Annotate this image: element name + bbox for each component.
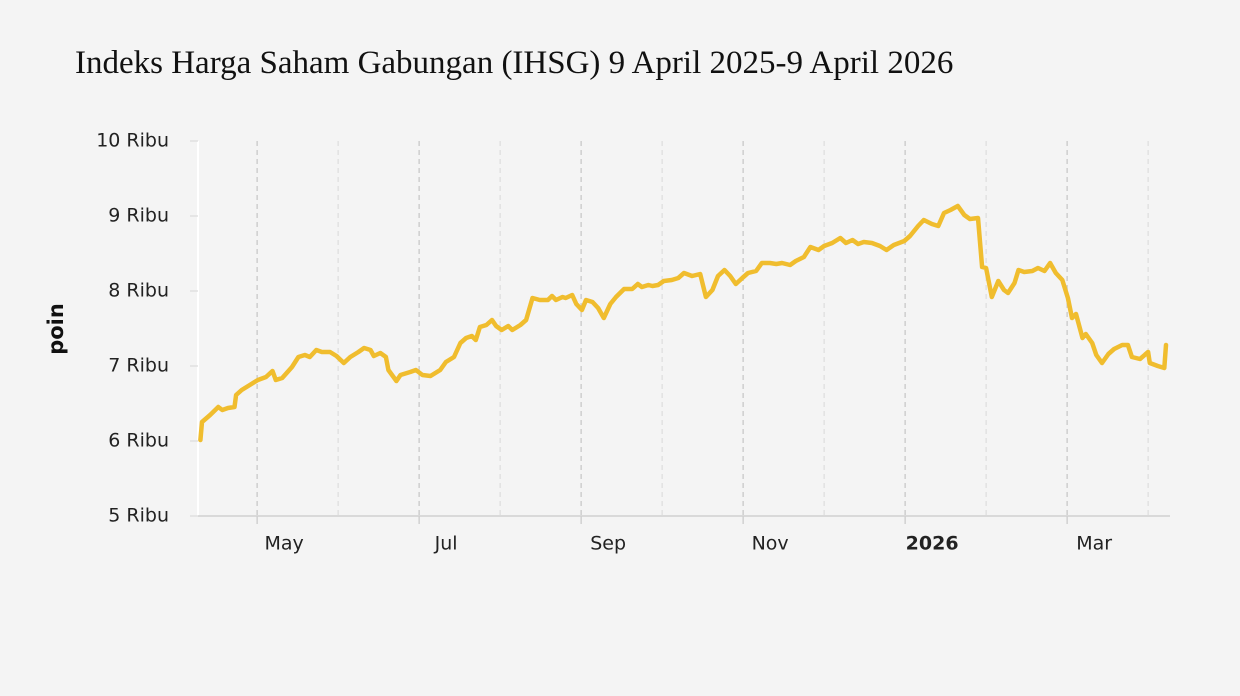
y-tick-label: 7 Ribu [108, 355, 169, 377]
y-tick-label: 5 Ribu [108, 505, 169, 527]
x-tick-label: 2026 [906, 533, 959, 555]
line-series [198, 203, 1169, 443]
y-tick-label: 8 Ribu [108, 280, 169, 302]
x-tick-label: Jul [434, 533, 458, 555]
x-tick-label: Mar [1076, 533, 1112, 555]
y-tick-label: 6 Ribu [108, 430, 169, 452]
y-tick-label: 10 Ribu [96, 130, 169, 152]
chart-title: Indeks Harga Saham Gabungan (IHSG) 9 Apr… [75, 45, 953, 81]
x-tick-label: May [264, 533, 303, 555]
x-tick-label: Nov [752, 533, 789, 555]
y-tick-label: 9 Ribu [108, 205, 169, 227]
y-axis-label: poin [44, 303, 68, 355]
x-tick-label: Sep [590, 533, 626, 555]
